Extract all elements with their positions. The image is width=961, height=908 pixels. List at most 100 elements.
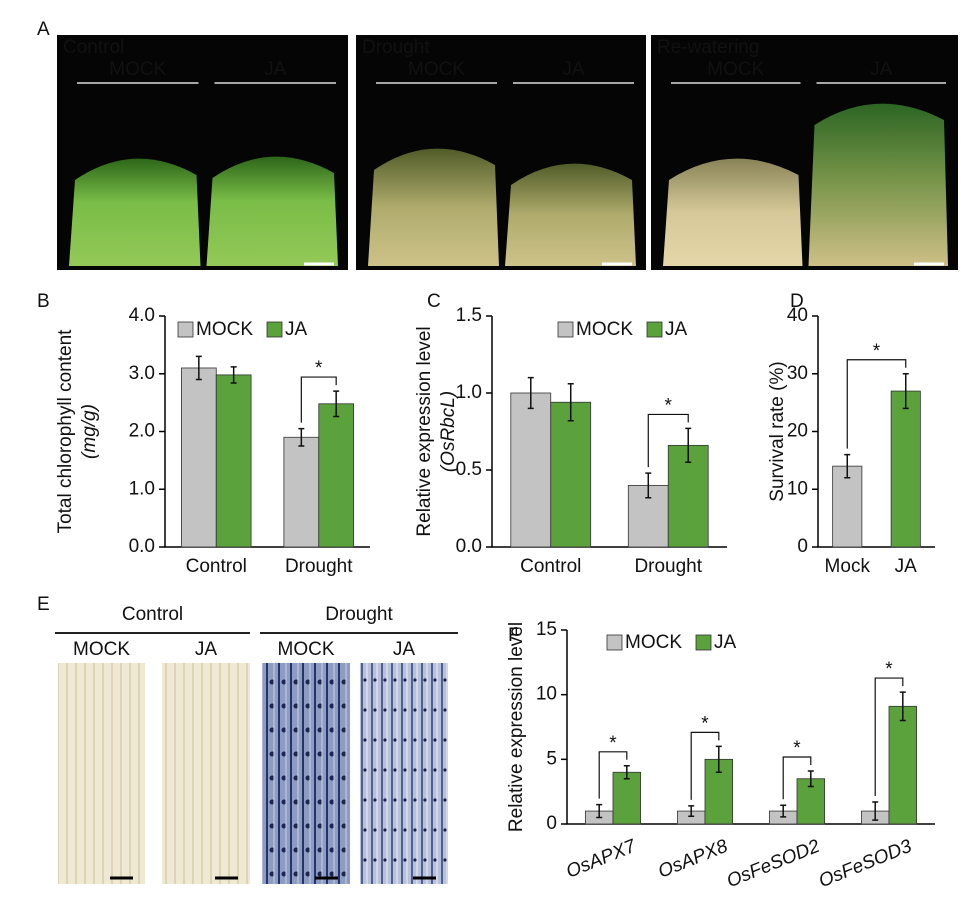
significance-label: *	[793, 738, 801, 759]
legend-swatch	[266, 321, 283, 338]
y-tick-label: 0.0	[129, 536, 155, 557]
legend-swatch	[177, 321, 194, 338]
y-tick-label: 2.0	[129, 421, 155, 442]
y-tick-label: 4.0	[129, 305, 155, 326]
legend-swatch	[695, 634, 712, 651]
error-bar	[715, 745, 722, 774]
legend-label: JA	[285, 319, 308, 340]
bar	[318, 403, 354, 548]
significance-label: *	[701, 713, 709, 734]
legend-swatch	[557, 321, 574, 338]
x-tick-label: Control	[186, 556, 247, 577]
bar	[510, 392, 552, 548]
significance-bracket	[300, 376, 337, 423]
plant	[505, 163, 636, 266]
bar	[832, 465, 863, 548]
error-bar	[780, 804, 787, 818]
significance-label: *	[665, 395, 673, 416]
plant	[69, 158, 201, 266]
y-tick-label: 1.0	[456, 382, 482, 403]
leaf-photo	[162, 663, 250, 884]
legend-label: JA	[714, 632, 737, 653]
y-axis-label: Total chlorophyll content	[55, 329, 76, 534]
error-bar	[902, 373, 909, 410]
panel-label: A	[37, 19, 50, 40]
error-bar	[645, 472, 652, 499]
bar	[704, 758, 734, 825]
y-axis-label: Survival rate (%)	[767, 361, 788, 501]
error-bar	[195, 355, 202, 381]
treatment-label: JA	[562, 59, 585, 80]
panel-label: E	[37, 594, 50, 615]
condition-label: Control	[63, 37, 124, 58]
leaf-photo	[360, 663, 448, 884]
plant	[808, 103, 948, 266]
treatment-label: MOCK	[278, 639, 335, 660]
error-bar	[596, 803, 603, 819]
legend-label: JA	[665, 319, 688, 340]
plant	[206, 156, 338, 266]
leaf-photo	[58, 663, 145, 884]
panel-label: D	[790, 291, 804, 312]
legend-swatch	[606, 634, 623, 651]
error-bar	[333, 390, 340, 418]
y-tick-label: 1.5	[456, 305, 482, 326]
treatment-label: JA	[264, 59, 287, 80]
y-axis-label: (OsRbcL)	[438, 391, 459, 472]
y-axis-label: (mg/g)	[79, 404, 100, 459]
significance-label: *	[873, 341, 881, 362]
treatment-label: MOCK	[109, 59, 166, 80]
y-tick-label: 20	[787, 421, 808, 442]
significance-bracket	[846, 359, 907, 449]
plant	[368, 148, 499, 266]
y-tick-label: 0	[797, 536, 808, 557]
x-tick-label: OsFeSOD2	[724, 836, 823, 892]
significance-bracket	[782, 756, 812, 800]
significance-bracket	[598, 751, 628, 799]
significance-label: *	[315, 358, 323, 379]
bar	[888, 705, 918, 825]
significance-label: *	[885, 659, 893, 680]
x-tick-label: Drought	[285, 556, 353, 577]
error-bar	[807, 770, 814, 788]
x-tick-label: OsAPX8	[655, 836, 731, 883]
error-bar	[844, 453, 851, 479]
y-axis-label: Relative expression level	[506, 622, 527, 832]
error-bar	[685, 427, 692, 464]
legend-label: MOCK	[576, 319, 633, 340]
x-tick-label: Control	[520, 556, 581, 577]
condition-label: Drought	[362, 37, 430, 58]
x-tick-label: Drought	[634, 556, 702, 577]
legend-label: MOCK	[196, 319, 253, 340]
error-bar	[688, 805, 695, 817]
error-bar	[567, 383, 574, 422]
legend-swatch	[646, 321, 663, 338]
condition-label: Re-watering	[657, 37, 759, 58]
error-bar	[298, 427, 305, 447]
x-tick-label: JA	[895, 556, 918, 577]
treatment-label: MOCK	[707, 59, 764, 80]
y-tick-label: 10	[787, 478, 808, 499]
bar	[180, 367, 217, 548]
y-tick-label: 5	[546, 748, 557, 769]
condition-label: Drought	[325, 604, 393, 625]
treatment-label: JA	[393, 639, 416, 660]
leaf-photo	[262, 663, 350, 884]
bar	[550, 401, 592, 548]
bar	[215, 374, 252, 548]
y-tick-label: 0	[546, 813, 557, 834]
significance-label: *	[609, 733, 617, 754]
legend-label: MOCK	[625, 632, 682, 653]
significance-bracket	[874, 677, 904, 797]
y-tick-label: 10	[536, 684, 557, 705]
y-tick-label: 0.5	[456, 459, 482, 480]
error-bar	[899, 691, 906, 722]
y-tick-label: 30	[787, 363, 808, 384]
error-bar	[230, 366, 237, 384]
y-axis-label: Relative expression level	[414, 326, 435, 536]
x-tick-label: Mock	[825, 556, 871, 577]
panel-label: C	[427, 291, 441, 312]
error-bar	[872, 801, 879, 821]
significance-bracket	[647, 413, 689, 468]
